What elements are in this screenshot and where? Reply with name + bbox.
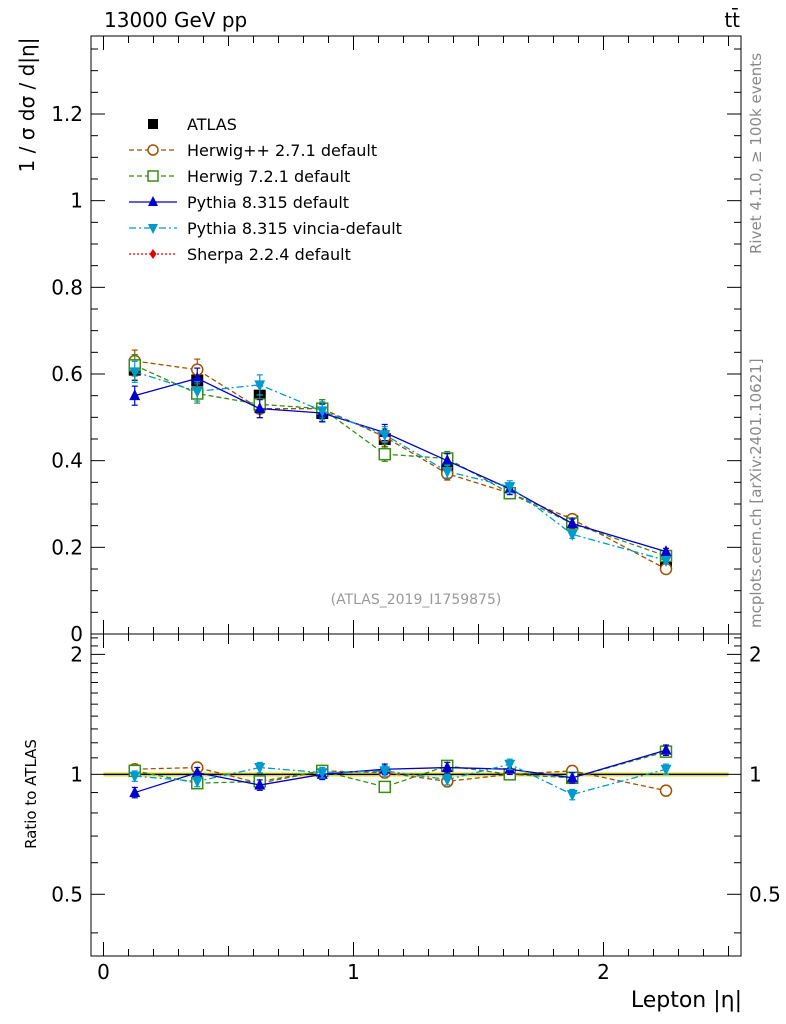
data-point-marker [379,766,391,778]
series-pythia-8-315-vincia-default [129,360,672,567]
legend-marker [148,224,158,234]
ratio-panel-frame [90,633,742,957]
data-point-marker [378,447,391,461]
series-herwig-2-7-1-default [128,349,673,576]
main-y-tick-label: 1.2 [51,102,83,126]
main-series-group [128,349,673,576]
series-line [134,766,667,792]
ratio-y-tick-label: 0.5 [51,882,83,906]
legend-label: Pythia 8.315 default [187,193,349,212]
series-line [134,751,667,788]
data-point-marker [566,789,578,801]
legend-marker [149,249,157,259]
series-line [134,364,667,557]
x-tick-label: 0 [97,960,110,984]
main-y-tick-label: 0.4 [51,449,83,473]
data-point-marker [129,771,141,783]
data-point-marker [379,430,391,442]
main-y-tick-label: 1 [70,189,83,213]
analysis-id-label: (ATLAS_2019_I1759875) [331,592,502,608]
data-point-marker [504,482,516,494]
ratio-y-tick-label-right: 0.5 [749,882,781,906]
data-point-marker [129,367,141,379]
data-point-marker [441,761,453,773]
ratio-series-group [128,743,673,801]
legend: ATLAS Herwig++ 2.7.1 default Herwig 7.2.1 … [129,115,402,264]
data-point-marker [566,771,578,783]
data-point-marker [660,743,672,755]
legend-item: Pythia 8.315 default [129,193,349,212]
x-tick-label: 2 [597,960,610,984]
legend-item: Pythia 8.315 vincia-default [129,219,402,238]
legend-label: Herwig++ 2.7.1 default [187,141,377,160]
mcplots-label: mcplots.cern.ch [arXiv:2401.10621] [747,358,765,628]
data-point-marker [441,775,453,787]
legend-marker [147,144,159,156]
ratio-y-tick-label-right: 2 [749,642,762,666]
main-y-tick-label: 0.2 [51,535,83,559]
data-point-marker [191,386,203,398]
ratio-y-axis-title: Ratio to ATLAS [22,739,40,849]
legend-label: Sherpa 2.2.4 default [187,245,351,264]
legend-marker [148,196,158,206]
data-point-marker [441,467,453,478]
ratio-y-tick-label: 1 [70,762,83,786]
x-axis-title: Lepton |η| [631,988,742,1013]
rivet-version-label: Rivet 4.1.0, ≥ 100k events [747,53,765,254]
ratio-axes: 0.5 0.5 1 1 2 2 0 1 2 [51,634,781,984]
series-line [134,371,667,561]
data-point-marker [441,454,453,466]
series-line [134,377,667,553]
data-point-marker [316,406,328,418]
data-point-marker [659,784,673,797]
ratio-y-tick-label-right: 1 [749,762,762,786]
data-point-marker [129,389,141,401]
series-line [134,360,667,570]
data-point-marker [191,766,203,778]
data-point-marker [660,555,672,567]
data-point-marker [378,780,391,794]
series-pythia-8-315-vincia-default [129,758,672,801]
main-y-tick-label: 0 [70,622,83,646]
header-left-label: 13000 GeV pp [104,8,247,32]
series-herwig-7-2-1-default [128,353,673,563]
main-y-axis-title: 1 / σ dσ / d|η| [15,38,39,173]
data-point-marker [254,778,266,790]
legend-marker [148,119,158,129]
data-point-marker [660,764,672,776]
data-point-marker [191,776,203,788]
data-point-marker [254,763,266,775]
legend-marker [147,170,159,182]
main-y-tick-label: 0.8 [51,275,83,299]
data-point-marker [191,371,203,383]
data-point-marker [566,529,578,541]
data-point-marker [660,545,672,557]
header-right-label: tt̄ [724,7,740,32]
data-point-marker [254,380,266,392]
legend-label: ATLAS [187,115,237,134]
legend-item: ATLAS [148,115,237,134]
ratio-y-tick-label: 2 [70,642,83,666]
x-tick-label: 1 [347,960,360,984]
main-axes: 0 0.2 0.4 0.6 0.8 1 1.2 [51,36,741,646]
main-y-tick-label: 0.6 [51,362,83,386]
data-point-marker [254,402,266,414]
legend-label: Herwig 7.2.1 default [187,167,350,186]
data-point-marker [566,517,578,528]
legend-label: Pythia 8.315 vincia-default [187,219,402,238]
data-point-marker [504,759,516,771]
legend-item: Herwig++ 2.7.1 default [129,141,377,160]
data-point-marker [129,786,141,798]
data-point-marker [316,768,328,780]
legend-item: Sherpa 2.2.4 default [129,245,351,264]
legend-item: Herwig 7.2.1 default [129,167,350,186]
